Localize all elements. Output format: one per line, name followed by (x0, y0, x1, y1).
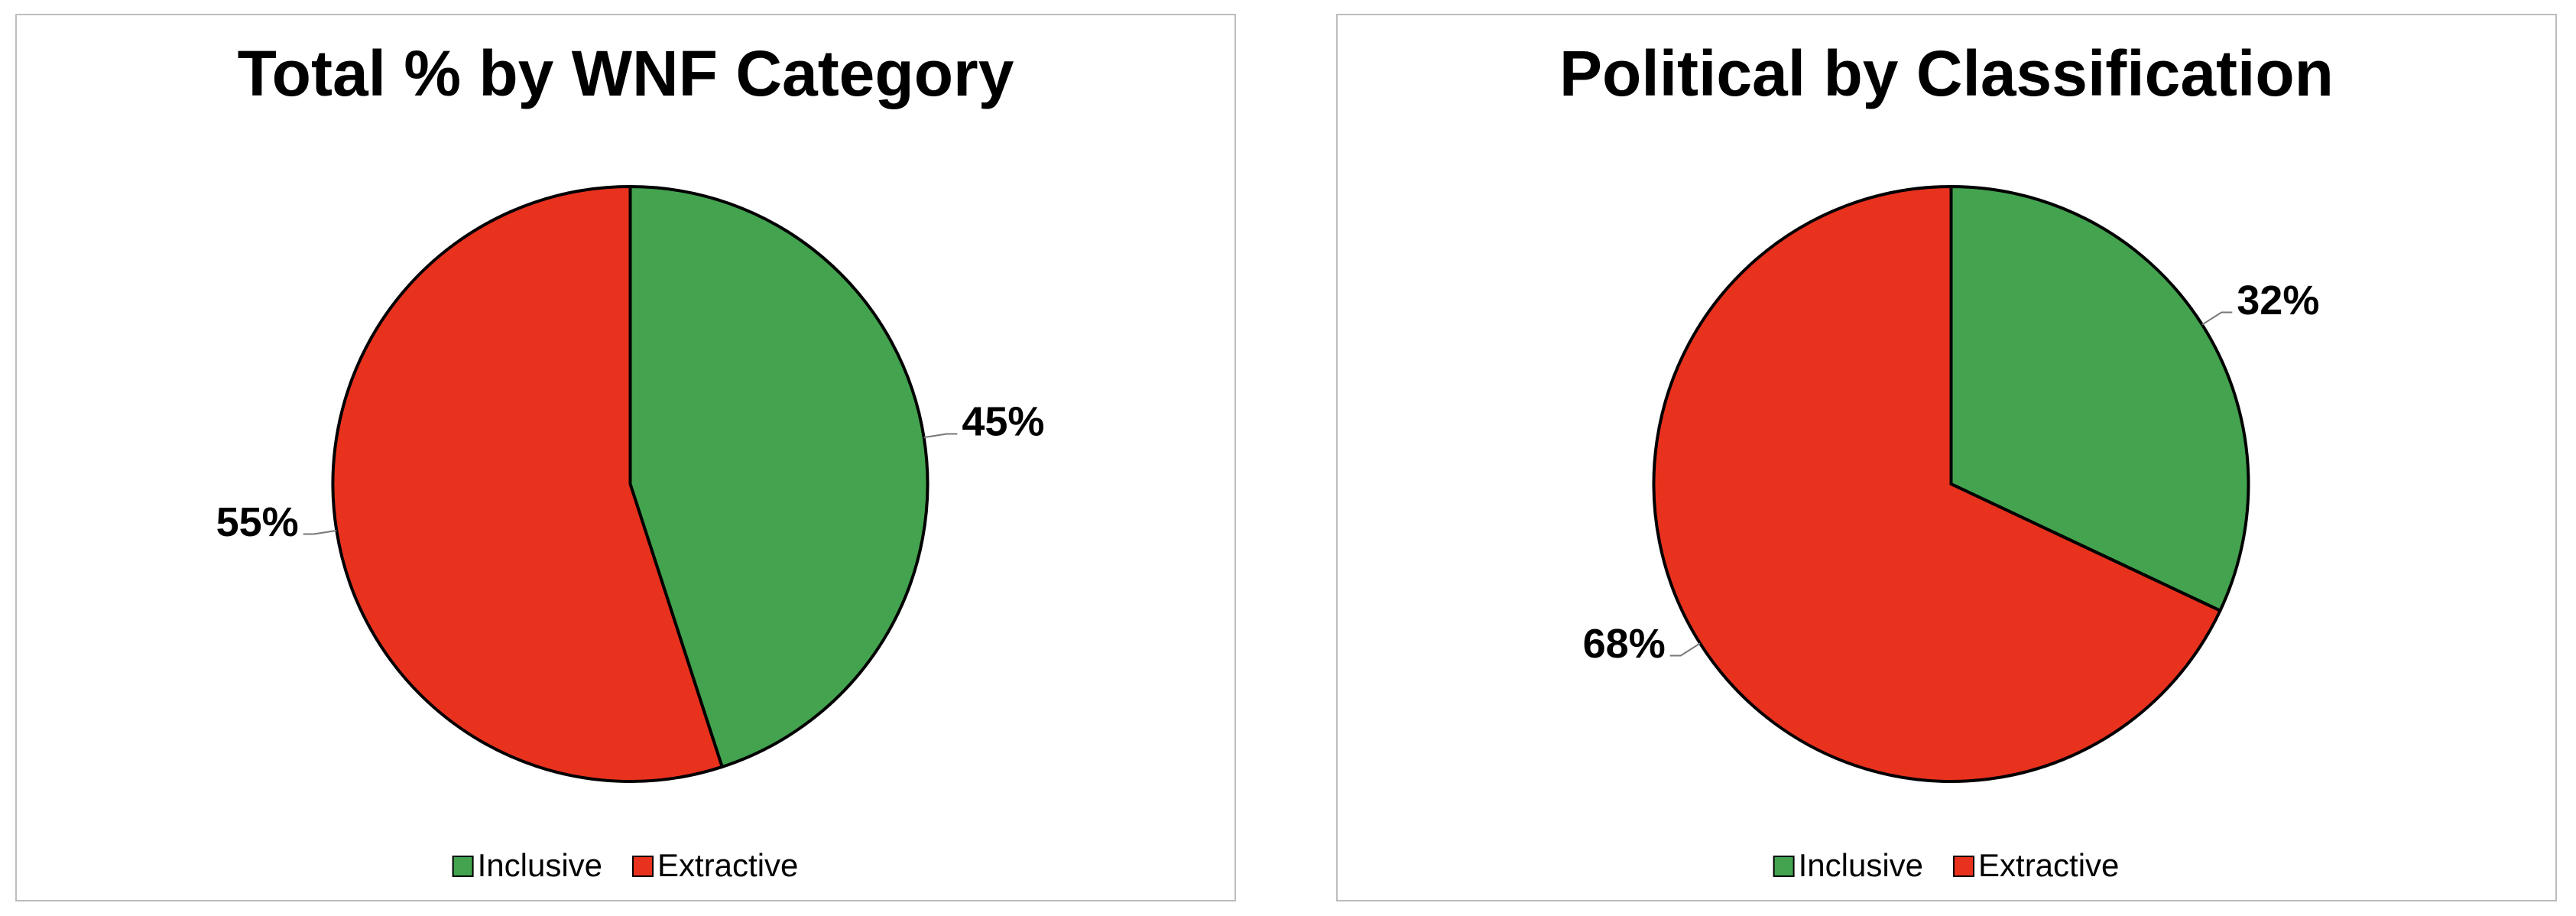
chart-title: Total % by WNF Category (238, 37, 1014, 109)
legend-label: Inclusive (478, 847, 602, 883)
value-label: 68% (1583, 621, 1666, 667)
pie-slice (628, 184, 930, 769)
leader-line (303, 529, 337, 535)
value-label: 55% (216, 499, 299, 545)
legend-label: Extractive (1978, 847, 2119, 883)
value-label: 45% (962, 399, 1044, 445)
legend-swatch (632, 856, 654, 877)
chart-panel: Political by Classification 32% 68% Inclusi… (1336, 14, 2557, 901)
leader-line (2201, 311, 2233, 326)
leader-line (923, 433, 958, 439)
legend-swatch (1773, 856, 1795, 877)
legend-label: Inclusive (1799, 847, 1923, 883)
chart-panel: Total % by WNF Category 45% 55% Inclusive Ex… (15, 14, 1236, 901)
value-label: 32% (2237, 278, 2319, 323)
legend-swatch (452, 856, 474, 877)
legend-label: Extractive (657, 847, 798, 883)
leader-line (1669, 642, 1701, 657)
legend: Inclusive Extractive (452, 847, 798, 883)
chart-title: Political by Classification (1559, 37, 2334, 109)
pie-slice (1652, 184, 2223, 783)
legend: Inclusive Extractive (1773, 847, 2119, 883)
legend-swatch (1953, 856, 1975, 877)
